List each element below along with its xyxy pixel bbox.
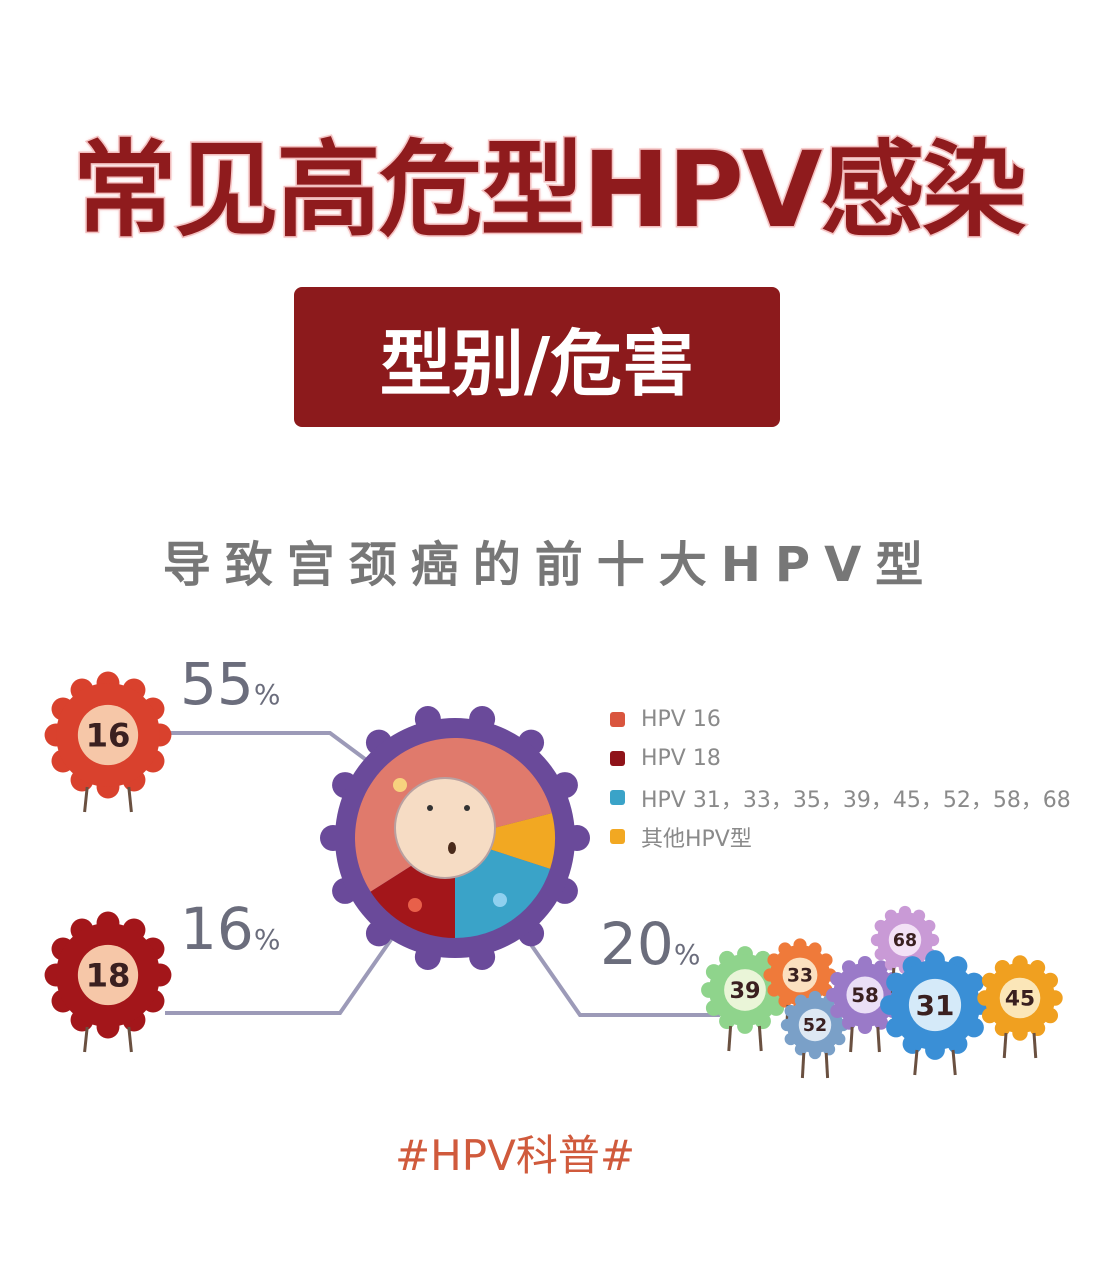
virus-character-number: 16	[86, 716, 131, 754]
marker-dot	[493, 893, 507, 907]
eye-icon	[464, 805, 470, 811]
chart-title: 导致宫颈癌的前十大HPV型	[162, 537, 938, 593]
virus-character-number: 18	[86, 956, 131, 994]
virus-character-number: 68	[893, 931, 917, 951]
virus-leg	[127, 1026, 133, 1053]
legend-item: HPV 31，33，35，39，45，52，58，68	[610, 778, 1071, 817]
label-hpv-others-high: 20%	[600, 910, 701, 978]
page-title: 常见高危型HPV感染	[71, 128, 1028, 253]
virus-leg	[1032, 1032, 1038, 1059]
marker-dot	[393, 778, 407, 792]
virus-character-number: 58	[851, 984, 879, 1007]
virus-character-badge	[908, 978, 962, 1032]
legend-swatch	[610, 790, 625, 805]
virus-character-badge	[846, 976, 884, 1014]
mouth-icon	[448, 842, 456, 854]
virus-leg	[727, 1025, 733, 1052]
subtitle-badge: 型别/危害	[294, 287, 780, 427]
legend-item: 其他HPV型	[610, 817, 1071, 856]
legend-swatch	[610, 751, 625, 766]
eye-icon	[427, 805, 433, 811]
virus-character-number: 52	[803, 1016, 827, 1036]
virus-character-number: 33	[787, 966, 813, 987]
virus-character-badge	[77, 704, 139, 766]
connector-hpv18	[165, 903, 417, 1015]
virus-leg	[757, 1025, 763, 1052]
virus-leg	[913, 1049, 919, 1076]
virus-leg	[83, 1026, 89, 1053]
label-hpv16: 55%	[180, 650, 281, 718]
marker-dot	[408, 898, 422, 912]
virus-leg	[127, 786, 133, 813]
virus-character-badge	[798, 1008, 832, 1042]
virus-character-badge	[782, 957, 818, 993]
virus-leg	[800, 1052, 806, 1079]
label-hpv18: 16%	[180, 895, 281, 963]
virus-character-badge	[999, 977, 1041, 1019]
legend-swatch	[610, 712, 625, 727]
virus-leg	[849, 1026, 854, 1053]
pie-slice--hpv-	[455, 813, 555, 869]
virus-leg	[876, 1026, 881, 1053]
legend-swatch	[610, 829, 625, 844]
virus-leg	[951, 1049, 957, 1076]
virus-character-badge	[888, 923, 922, 957]
legend-item: HPV 18	[610, 739, 1071, 778]
virus-leg	[824, 1052, 830, 1079]
virus-character-number: 31	[916, 989, 955, 1022]
virus-character-badge	[77, 944, 139, 1006]
virus-character-number: 39	[729, 978, 760, 1004]
virus-leg	[1002, 1032, 1008, 1059]
virus-character-badge	[724, 969, 766, 1011]
legend: HPV 16 HPV 18 HPV 31，33，35，39，45，52，58，6…	[610, 700, 1071, 856]
virus-character-number: 45	[1005, 987, 1035, 1012]
virus-leg	[83, 786, 89, 813]
hashtag: #HPV科普#	[394, 1131, 636, 1180]
legend-item: HPV 16	[610, 700, 1071, 739]
face	[394, 777, 496, 879]
